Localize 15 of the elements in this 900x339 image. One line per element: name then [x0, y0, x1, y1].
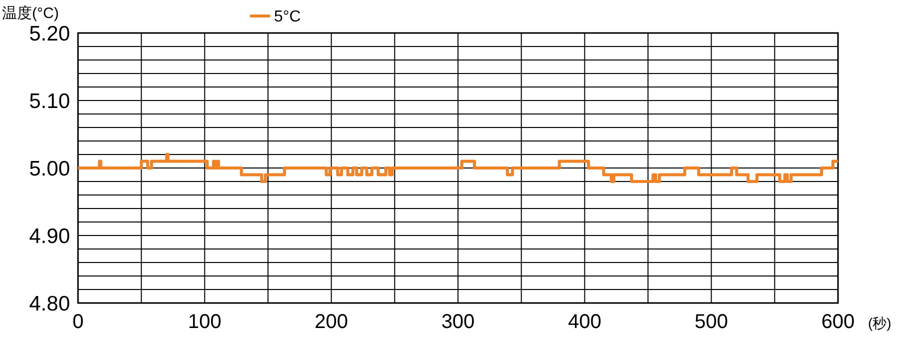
y-axis-title: 温度(°C): [2, 5, 59, 22]
y-tick-label: 5.00: [29, 157, 70, 180]
x-tick-label: 300: [441, 311, 475, 333]
y-tick-label: 4.80: [29, 292, 70, 316]
y-tick-label: 5.20: [29, 22, 70, 46]
y-tick-label: 4.90: [29, 224, 70, 248]
x-axis-title: (秒): [868, 315, 892, 331]
x-tick-label: 100: [188, 311, 222, 333]
y-tick-label: 5.10: [29, 90, 70, 113]
legend-label: 5°C: [274, 8, 301, 26]
x-tick-label: 400: [568, 311, 602, 333]
x-tick-label: 600: [821, 311, 855, 333]
x-tick-label: 0: [72, 311, 84, 333]
x-tick-label: 200: [314, 311, 348, 333]
x-tick-label: 500: [694, 311, 728, 333]
